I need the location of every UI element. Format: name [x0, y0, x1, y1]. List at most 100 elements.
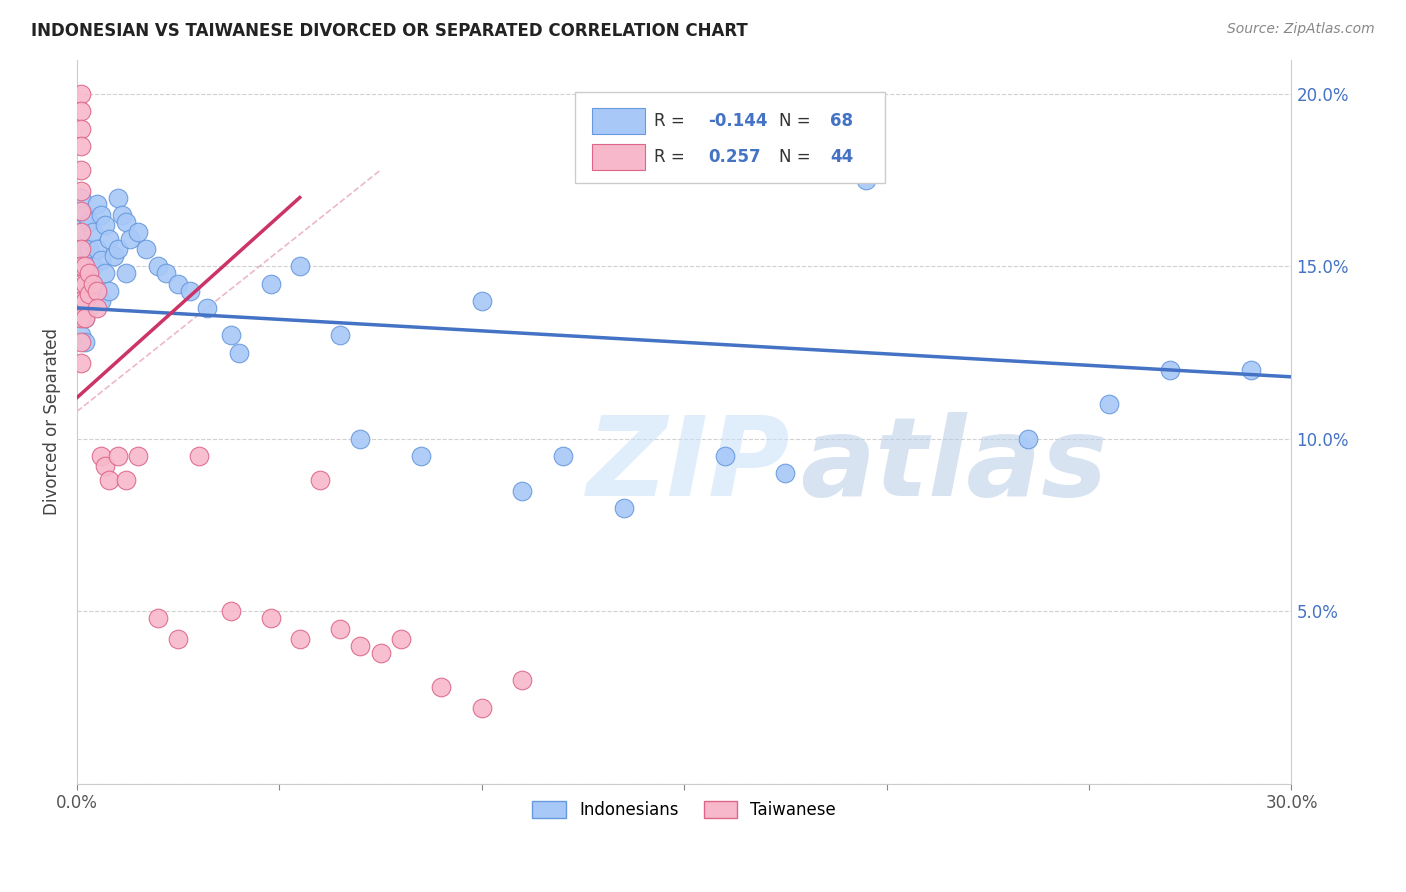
Point — [70, 260, 93, 274]
Point — [389, 632, 412, 646]
Point — [146, 260, 169, 274]
Point — [329, 328, 352, 343]
Point — [260, 611, 283, 625]
Point — [1017, 432, 1039, 446]
Point — [70, 260, 93, 274]
Point — [70, 311, 93, 326]
FancyBboxPatch shape — [592, 108, 645, 134]
Point — [82, 293, 104, 308]
Point — [75, 242, 97, 256]
Text: ZIP: ZIP — [588, 411, 790, 518]
Point — [228, 345, 250, 359]
Point — [512, 673, 534, 688]
Point — [551, 449, 574, 463]
Point — [288, 260, 311, 274]
Point — [94, 266, 117, 280]
Point — [70, 225, 93, 239]
Point — [77, 242, 100, 256]
Point — [195, 301, 218, 315]
Point — [155, 266, 177, 280]
Point — [1240, 363, 1263, 377]
Point — [90, 208, 112, 222]
Text: 68: 68 — [830, 112, 853, 130]
Text: N =: N = — [779, 112, 815, 130]
Point — [70, 87, 93, 101]
Point — [1159, 363, 1181, 377]
Text: -0.144: -0.144 — [709, 112, 768, 130]
Point — [94, 218, 117, 232]
Point — [86, 197, 108, 211]
Point — [75, 311, 97, 326]
Point — [82, 260, 104, 274]
Point — [86, 284, 108, 298]
Point — [349, 432, 371, 446]
Point — [114, 266, 136, 280]
Point — [77, 287, 100, 301]
Point — [70, 225, 93, 239]
Point — [70, 356, 93, 370]
Point — [219, 604, 242, 618]
Text: 0.257: 0.257 — [709, 148, 761, 167]
Point — [90, 449, 112, 463]
Point — [75, 335, 97, 350]
Point — [309, 473, 332, 487]
Point — [82, 225, 104, 239]
Point — [77, 215, 100, 229]
Text: R =: R = — [654, 112, 690, 130]
Point — [219, 328, 242, 343]
Point — [75, 277, 97, 291]
Point — [107, 449, 129, 463]
Point — [430, 680, 453, 694]
Point — [75, 311, 97, 326]
Point — [107, 242, 129, 256]
Point — [187, 449, 209, 463]
Point — [127, 449, 149, 463]
Point — [86, 242, 108, 256]
Point — [70, 190, 93, 204]
Point — [70, 104, 93, 119]
Point — [98, 284, 121, 298]
Point — [370, 646, 392, 660]
Point — [70, 277, 93, 291]
Point — [713, 449, 735, 463]
Point — [167, 277, 190, 291]
Point — [288, 632, 311, 646]
Point — [86, 301, 108, 315]
Point — [167, 632, 190, 646]
Point — [70, 328, 93, 343]
Point — [471, 293, 494, 308]
Point — [94, 459, 117, 474]
Point — [75, 260, 97, 274]
Text: atlas: atlas — [800, 411, 1107, 518]
Point — [118, 232, 141, 246]
Legend: Indonesians, Taiwanese: Indonesians, Taiwanese — [526, 795, 842, 826]
Point — [146, 611, 169, 625]
Point — [471, 701, 494, 715]
Point — [70, 184, 93, 198]
Y-axis label: Divorced or Separated: Divorced or Separated — [44, 328, 60, 516]
Text: R =: R = — [654, 148, 690, 167]
Point — [114, 215, 136, 229]
Point — [77, 266, 100, 280]
Point — [111, 208, 132, 222]
Point — [70, 138, 93, 153]
Point — [70, 242, 93, 256]
Point — [90, 252, 112, 267]
Point — [70, 293, 93, 308]
Text: 44: 44 — [830, 148, 853, 167]
Point — [135, 242, 157, 256]
Point — [70, 335, 93, 350]
Point — [86, 284, 108, 298]
Point — [179, 284, 201, 298]
FancyBboxPatch shape — [592, 145, 645, 170]
Point — [512, 483, 534, 498]
Text: INDONESIAN VS TAIWANESE DIVORCED OR SEPARATED CORRELATION CHART: INDONESIAN VS TAIWANESE DIVORCED OR SEPA… — [31, 22, 748, 40]
Point — [75, 277, 97, 291]
Point — [114, 473, 136, 487]
Point — [1098, 397, 1121, 411]
Point — [77, 301, 100, 315]
Point — [70, 204, 93, 219]
Point — [349, 639, 371, 653]
Point — [127, 225, 149, 239]
Point — [82, 277, 104, 291]
